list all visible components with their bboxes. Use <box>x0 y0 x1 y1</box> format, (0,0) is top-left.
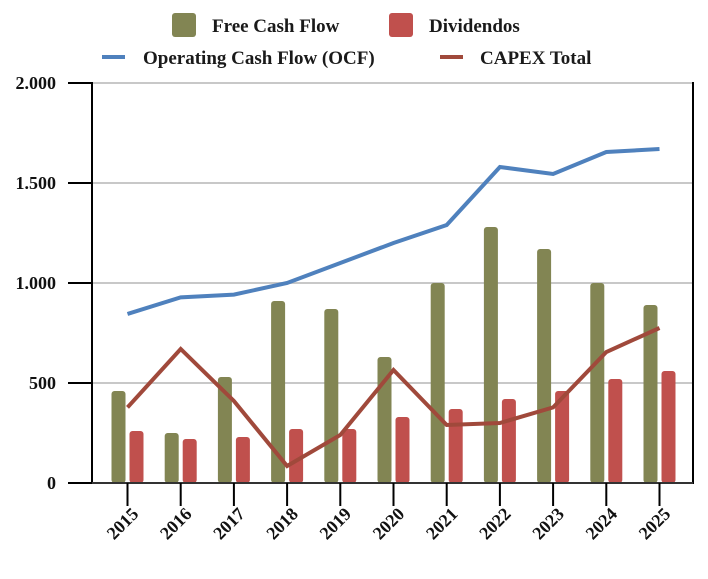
y-tick-label: 2.000 <box>16 73 57 93</box>
bar-free-cash-flow-2022 <box>483 227 498 483</box>
x-tick-label: 2025 <box>635 504 675 544</box>
bar-dividendos-2019 <box>342 429 357 483</box>
y-tick-label: 1.500 <box>16 173 57 193</box>
bar-dividendos-2022 <box>501 399 516 483</box>
lines <box>126 147 661 469</box>
legend-label-capex: CAPEX Total <box>480 48 591 69</box>
y-tick-label: 500 <box>29 373 56 393</box>
legend-label-dividendos: Dividendos <box>429 16 520 37</box>
bar-free-cash-flow-2024 <box>590 283 605 483</box>
legend-swatch-free-cash-flow <box>172 13 196 37</box>
x-tick-label: 2018 <box>262 504 302 544</box>
bar-free-cash-flow-2015 <box>111 391 126 483</box>
bar-dividendos-2015 <box>129 431 144 483</box>
bar-free-cash-flow-2021 <box>430 283 445 483</box>
y-tick-label: 0 <box>47 473 56 493</box>
legend-swatch-capex <box>440 55 463 59</box>
bar-dividendos-2020 <box>395 417 410 483</box>
legend-label-ocf: Operating Cash Flow (OCF) <box>143 48 375 69</box>
x-tick-label: 2020 <box>369 504 409 544</box>
x-tick-label: 2017 <box>209 504 249 544</box>
bar-dividendos-2021 <box>448 409 463 483</box>
legend-swatch-dividendos <box>389 13 413 37</box>
y-axis-ticks: 0 500 1.000 1.500 2.000 <box>16 73 92 493</box>
x-tick-label: 2022 <box>475 504 515 544</box>
x-tick-label: 2019 <box>316 504 356 544</box>
bar-free-cash-flow-2017 <box>217 377 232 483</box>
bar-dividendos-2018 <box>289 429 304 483</box>
legend-swatch-ocf <box>102 55 125 59</box>
x-tick-label: 2015 <box>103 504 143 544</box>
x-axis-ticks: 2015 2016 2017 2018 2019 2020 2021 2022 2023 2024… <box>103 483 675 544</box>
bar-free-cash-flow-2016 <box>164 433 179 483</box>
bar-free-cash-flow-2020 <box>377 357 392 483</box>
bar-dividendos-2016 <box>182 439 197 483</box>
legend: Free Cash Flow Dividendos Operating Cash… <box>102 13 591 69</box>
bar-dividendos-2017 <box>235 437 250 483</box>
line-capex-total <box>126 326 661 469</box>
bar-dividendos-2024 <box>608 379 623 483</box>
bar-dividendos-2025 <box>661 371 676 483</box>
bar-free-cash-flow-2019 <box>324 309 339 483</box>
x-tick-label: 2021 <box>422 504 462 544</box>
y-tick-label: 1.000 <box>16 273 57 293</box>
x-tick-label: 2024 <box>582 504 622 544</box>
bar-free-cash-flow-2018 <box>271 301 286 483</box>
bar-free-cash-flow-2025 <box>643 305 658 483</box>
bar-dividendos-2023 <box>555 391 570 483</box>
x-tick-label: 2016 <box>156 504 196 544</box>
bar-free-cash-flow-2023 <box>537 249 552 483</box>
bars <box>111 227 676 483</box>
legend-label-free-cash-flow: Free Cash Flow <box>212 16 340 37</box>
x-tick-label: 2023 <box>528 504 568 544</box>
line-operating-cash-flow-ocf <box>126 147 660 316</box>
